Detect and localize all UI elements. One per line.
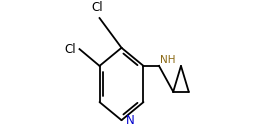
Text: N: N — [125, 114, 134, 127]
Text: Cl: Cl — [65, 43, 76, 56]
Text: Cl: Cl — [91, 1, 103, 14]
Text: NH: NH — [160, 55, 176, 65]
